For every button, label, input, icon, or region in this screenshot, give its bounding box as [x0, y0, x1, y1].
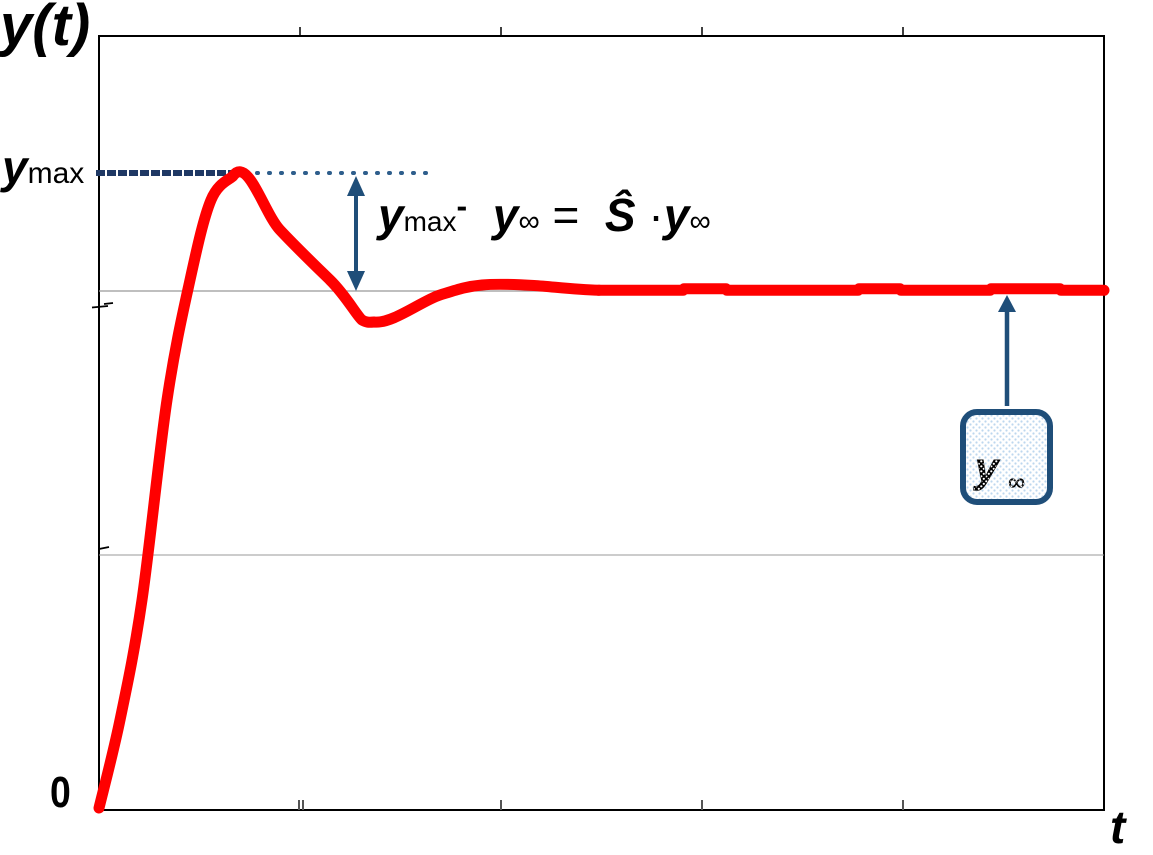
svg-text:y: y — [973, 444, 1001, 491]
svg-text:∞: ∞ — [1008, 469, 1025, 496]
